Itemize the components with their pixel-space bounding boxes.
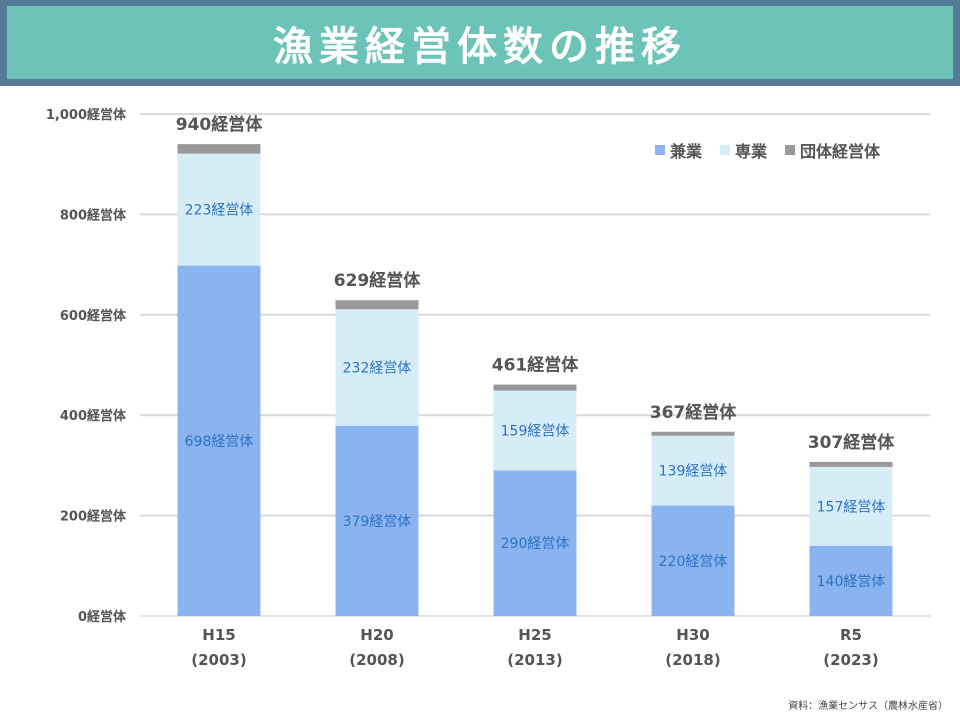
y-tick-label: 400経営体: [60, 408, 127, 424]
bar-segment: [177, 144, 261, 154]
legend-swatch: [655, 145, 665, 155]
x-tick-label: H20: [360, 626, 393, 644]
y-tick-label: 0経営体: [78, 609, 127, 625]
x-tick-label: R5: [840, 626, 862, 644]
x-tick-label: (2013): [507, 651, 562, 669]
bar-segment: [335, 300, 419, 310]
total-label: 940経営体: [176, 114, 263, 135]
data-label: 223経営体: [185, 203, 254, 219]
y-tick-label: 1,000経営体: [46, 107, 127, 123]
legend-label: 兼業: [670, 142, 703, 161]
title-banner: 漁業経営体数の推移: [0, 0, 960, 86]
total-label: 367経営体: [650, 402, 737, 423]
x-tick-label: H25: [518, 626, 551, 644]
y-tick-label: 800経営体: [60, 207, 127, 223]
legend-swatch: [720, 145, 731, 155]
data-label: 220経営体: [659, 554, 728, 570]
data-label: 159経営体: [501, 424, 570, 440]
bar-segment: [493, 384, 577, 391]
data-label: 140経営体: [817, 574, 886, 590]
bar-segment: [809, 466, 893, 546]
x-tick-label: H30: [676, 626, 709, 644]
x-tick-label: H15: [202, 626, 235, 644]
source-note: 資料：漁業センサス（農林水産省）: [788, 701, 948, 712]
chart-title: 漁業経営体数の推移: [273, 23, 687, 70]
total-label: 629経営体: [334, 270, 421, 291]
bar-segment: [651, 435, 735, 506]
data-label: 157経営体: [817, 499, 886, 515]
bar-segment: [493, 390, 577, 471]
data-label: 290経営体: [501, 536, 570, 552]
x-tick-label: (2003): [191, 651, 246, 669]
data-label: 698経営体: [185, 434, 254, 450]
title-banner-inner: 漁業経営体数の推移: [7, 6, 953, 79]
bar-segment: [809, 461, 893, 467]
legend-label: 団体経営体: [800, 142, 881, 161]
data-label: 139経営体: [659, 464, 728, 480]
bar-segment: [809, 545, 893, 616]
total-label: 307経営体: [808, 432, 895, 453]
bar-segment: [177, 265, 261, 616]
bar-segment: [651, 431, 735, 436]
y-tick-label: 600経営体: [60, 308, 127, 324]
legend-swatch: [785, 145, 796, 155]
bar-segment: [493, 470, 577, 616]
bar-segment: [651, 505, 735, 616]
y-tick-label: 200経営体: [60, 509, 127, 525]
bar-segment: [177, 153, 261, 266]
bar-segment: [335, 425, 419, 616]
x-tick-label: (2008): [349, 651, 404, 669]
x-tick-label: (2023): [823, 651, 878, 669]
legend-label: 専業: [735, 142, 768, 161]
total-label: 461経営体: [492, 355, 579, 376]
data-label: 232経営体: [343, 361, 412, 377]
data-label: 379経営体: [343, 514, 412, 530]
bar-segment: [335, 309, 419, 426]
x-tick-label: (2018): [665, 651, 720, 669]
